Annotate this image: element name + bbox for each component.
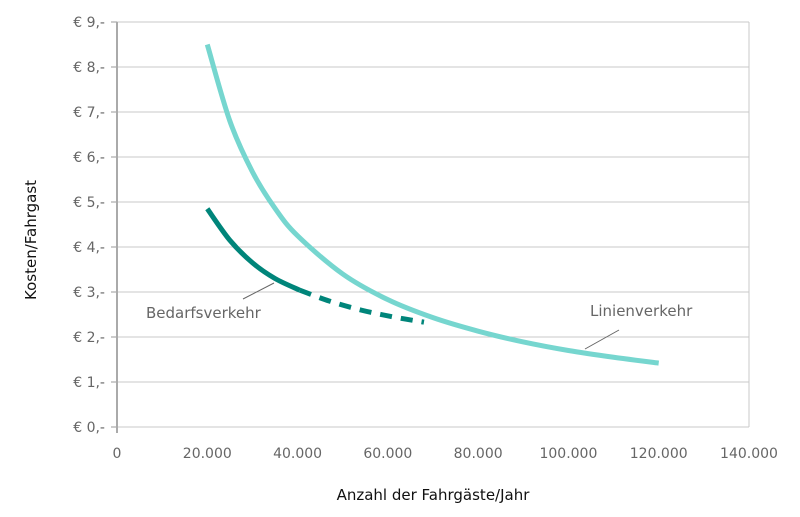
y-tick-label: € 1,- [73, 375, 105, 391]
x-axis-label: Anzahl der Fahrgäste/Jahr [337, 486, 531, 504]
annotation-leader-bedarf [242, 282, 275, 300]
x-tick-label: 20.000 [183, 446, 232, 462]
y-tick-label: € 7,- [73, 105, 105, 121]
x-tick-label: 80.000 [454, 446, 503, 462]
y-tick-label: € 5,- [73, 195, 105, 211]
series-line-bedarfsverkehr-prognose [298, 287, 425, 325]
series-line-linienverkehr [204, 43, 660, 366]
x-tick-label: 140.000 [720, 446, 778, 462]
x-tick-label: 120.000 [630, 446, 688, 462]
y-tick-label: € 0,- [73, 420, 105, 436]
y-tick-label: € 4,- [73, 240, 105, 256]
y-tick-label: € 6,- [73, 150, 105, 166]
y-tick-label: € 8,- [73, 60, 105, 76]
x-tick-label: 100.000 [539, 446, 597, 462]
y-tick-label: € 9,- [73, 15, 105, 31]
x-tick-label: 40.000 [273, 446, 322, 462]
x-tick-label: 60.000 [363, 446, 412, 462]
y-tick-label: € 2,- [73, 330, 105, 346]
annotation-bedarfsverkehr: Bedarfsverkehr [146, 304, 262, 322]
series-line-bedarfsverkehr [205, 207, 301, 293]
annotation-linienverkehr: Linienverkehr [590, 302, 693, 320]
y-axis-label: Kosten/Fahrgast [22, 180, 40, 300]
annotation-leader-linien [584, 329, 620, 350]
x-tick-label: 0 [113, 446, 122, 462]
y-tick-label: € 3,- [73, 285, 105, 301]
